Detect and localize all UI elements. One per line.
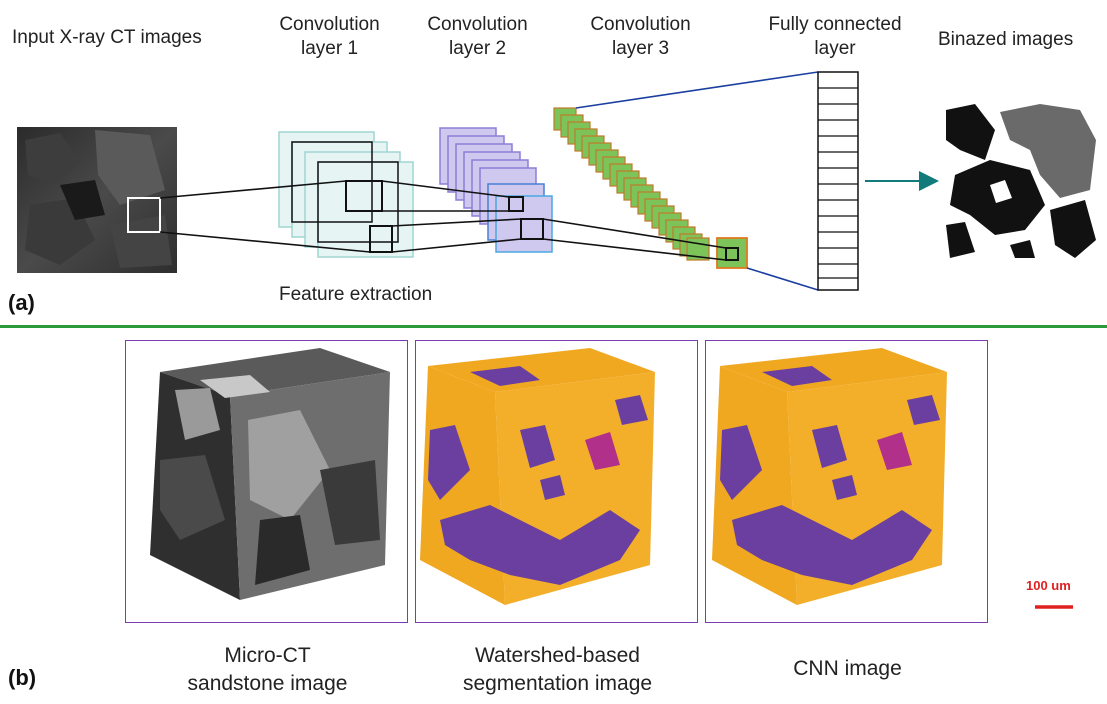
conv-layer-3-stack bbox=[553, 107, 748, 269]
conv-layer-3-label: Convolution layer 3 bbox=[590, 14, 691, 59]
cnn-cube bbox=[712, 348, 947, 605]
fully-connected-label: Fully connected layer bbox=[768, 14, 902, 59]
fc-projection-lines bbox=[575, 71, 819, 291]
panel-b-tag: (b) bbox=[8, 665, 37, 690]
conv-layer-2-stack bbox=[439, 127, 553, 253]
conv-layer-1-stack bbox=[278, 131, 414, 258]
receptive-field-lines bbox=[159, 180, 727, 261]
conv-layer-2-label: Convolution layer 2 bbox=[427, 14, 528, 59]
micro-ct-frame bbox=[125, 340, 408, 623]
watershed-frame bbox=[415, 340, 698, 623]
panel-divider bbox=[0, 325, 1107, 328]
caption-cnn: CNN image bbox=[793, 657, 902, 680]
fully-connected-layer bbox=[817, 71, 859, 291]
input-images-label: Input X-ray CT images bbox=[12, 27, 202, 48]
caption-watershed: Watershed-based segmentation image bbox=[462, 644, 653, 695]
binarized-output-image bbox=[944, 100, 1096, 260]
binarized-images-label: Binazed images bbox=[938, 29, 1074, 50]
panel-a-tag: (a) bbox=[8, 290, 35, 315]
micro-ct-cube bbox=[150, 348, 390, 600]
scale-bar-label: 100 um bbox=[1026, 578, 1071, 593]
watershed-cube bbox=[420, 348, 655, 605]
cnn-frame bbox=[705, 340, 988, 623]
conv-layer-1-label: Convolution layer 1 bbox=[279, 14, 380, 59]
feature-extraction-label: Feature extraction bbox=[279, 284, 433, 305]
input-ct-image bbox=[17, 127, 177, 273]
caption-micro-ct: Micro-CT sandstone image bbox=[187, 644, 348, 695]
